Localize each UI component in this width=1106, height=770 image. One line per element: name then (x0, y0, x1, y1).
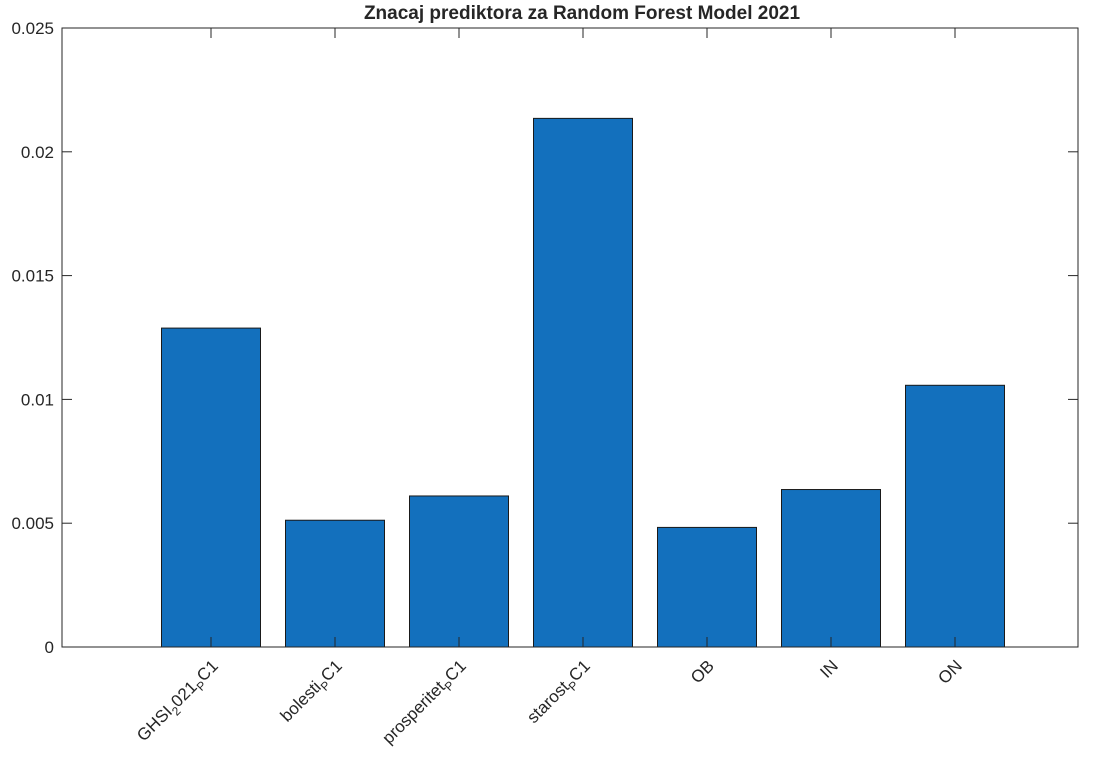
chart-title: Znacaj prediktora za Random Forest Model… (364, 3, 800, 24)
x-tick-label-3: starostPC1 (523, 656, 596, 729)
bar-3 (533, 117, 633, 648)
y-tick-label-3: 0.015 (11, 267, 54, 286)
y-ticks-group: 0 0.005 0.01 0.015 0.02 0.025 (11, 19, 1078, 657)
bar-0 (161, 327, 261, 648)
bars-group (161, 117, 1005, 648)
y-tick-label-4: 0.02 (21, 143, 54, 162)
x-tick-label-4: OB (687, 656, 718, 687)
y-tick-label-1: 0.005 (11, 514, 54, 533)
x-tick-label-1: bolestiPC1 (277, 656, 349, 728)
y-tick-label-5: 0.025 (11, 19, 54, 38)
bar-2 (409, 495, 509, 648)
x-tick-label-6: ON (934, 656, 965, 687)
x-tick-label-5: IN (816, 656, 841, 681)
bar-4 (657, 526, 757, 648)
axes-group (61, 27, 1079, 648)
y-tick-label-0: 0 (45, 638, 54, 657)
x-tick-label-0: GHSI2021PC1 (133, 656, 224, 747)
x-tick-label-2: prosperitetPC1 (379, 656, 473, 750)
bar-6 (905, 384, 1005, 648)
bar-5 (781, 489, 881, 648)
y-tick-label-2: 0.01 (21, 390, 54, 409)
bar-1 (285, 519, 385, 648)
plot-box (61, 27, 1079, 648)
